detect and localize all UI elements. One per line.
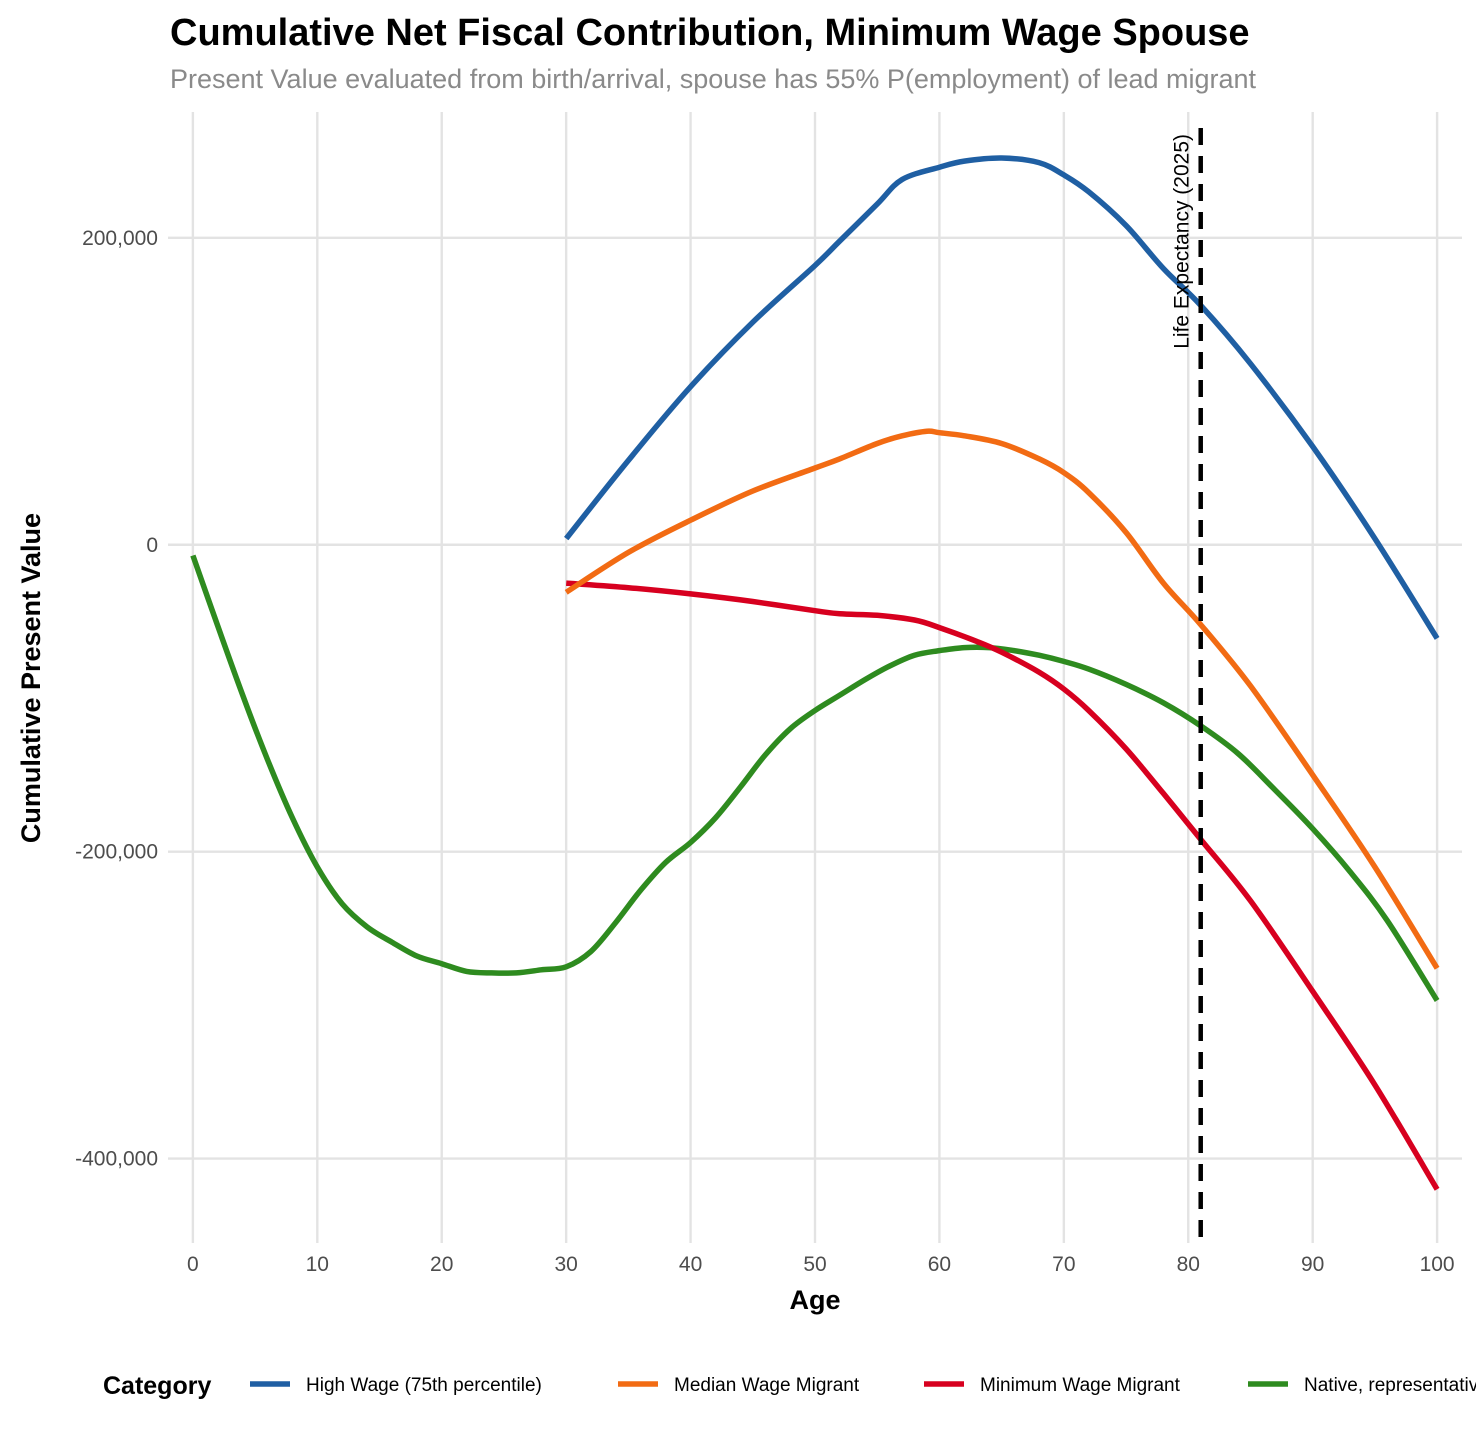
y-axis-title: Cumulative Present Value [16, 513, 46, 843]
y-tick-label: 200,000 [82, 227, 158, 250]
x-tick-label: 80 [1177, 1253, 1200, 1276]
x-tick-label: 20 [430, 1253, 453, 1276]
legend-label-native-representative: Native, representative [1304, 1375, 1476, 1396]
x-tick-label: 60 [928, 1253, 951, 1276]
x-tick-label: 90 [1301, 1253, 1324, 1276]
series-line-minimum-wage-migrant [565, 580, 1440, 1191]
y-tick-label: -400,000 [75, 1148, 158, 1171]
x-tick-label: 40 [679, 1253, 702, 1276]
life-expectancy-annotation: Life Expectancy (2025) [1171, 128, 1203, 1243]
x-tick-label: 70 [1052, 1253, 1075, 1276]
x-axis-title: Age [789, 1285, 840, 1315]
tick-labels: 0 10 20 30 40 50 60 70 80 90 100 -400,000 -200,000 0 2… [75, 227, 1455, 1276]
y-tick-label: -200,000 [75, 841, 158, 864]
legend-title: Category [103, 1372, 211, 1400]
x-tick-label: 30 [554, 1253, 577, 1276]
series-lines [190, 155, 1440, 1191]
y-tick-label: 0 [146, 534, 158, 557]
gridlines [168, 112, 1462, 1243]
x-tick-label: 50 [803, 1253, 826, 1276]
life-expectancy-label: Life Expectancy (2025) [1171, 134, 1194, 349]
chart-subtitle: Present Value evaluated from birth/arriv… [170, 64, 1257, 94]
legend-label-median-wage-migrant: Median Wage Migrant [674, 1375, 860, 1396]
series-line-native-representative [190, 554, 1440, 1002]
chart-title: Cumulative Net Fiscal Contribution, Mini… [170, 12, 1250, 54]
x-tick-label: 10 [306, 1253, 329, 1276]
x-tick-label: 0 [187, 1253, 199, 1276]
x-tick-label: 100 [1420, 1253, 1455, 1276]
legend-label-minimum-wage-migrant: Minimum Wage Migrant [980, 1375, 1181, 1396]
series-line-high-wage-75th-percentile [564, 155, 1440, 640]
series-line-median-wage-migrant [564, 428, 1440, 970]
legend: Category High Wage (75th percentile) Medi… [103, 1372, 1476, 1400]
legend-label-high-wage-75th-percentile: High Wage (75th percentile) [306, 1375, 542, 1396]
